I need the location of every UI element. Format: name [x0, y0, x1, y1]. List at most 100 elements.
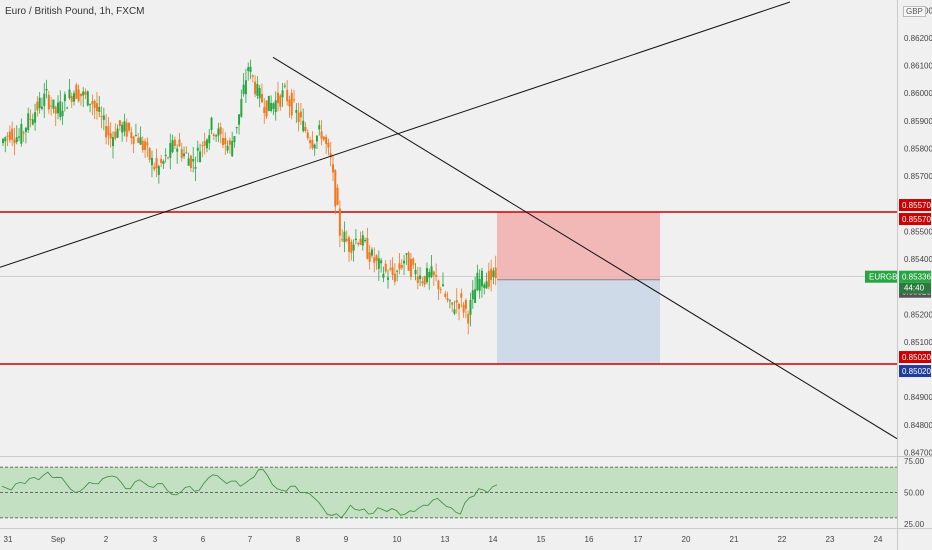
candle-body: [430, 266, 433, 277]
candle-body: [322, 136, 325, 140]
candle-body: [263, 107, 266, 113]
candle-body: [226, 145, 229, 151]
candle-body: [79, 93, 82, 97]
candle-body: [357, 242, 360, 245]
candle-body: [396, 270, 399, 272]
take-profit-zone: [497, 279, 660, 365]
candle-body: [100, 116, 103, 118]
candle-body: [31, 119, 34, 125]
candle-body: [45, 88, 48, 91]
x-tick-label: 9: [344, 535, 349, 544]
candle-body: [409, 258, 412, 277]
x-tick-label: 14: [489, 535, 498, 544]
candle-body: [458, 303, 461, 309]
candle-body: [235, 127, 238, 129]
y-tick-label: 0.85900: [904, 117, 932, 126]
candle-body: [150, 157, 153, 166]
candle-body: [153, 166, 156, 170]
y-tick-label: 0.84900: [904, 393, 932, 402]
price-label-badge: [899, 213, 931, 226]
candle-body: [483, 284, 486, 289]
candle-body: [302, 120, 305, 132]
candle-body: [446, 298, 449, 301]
x-tick-label: 6: [201, 535, 206, 544]
candle-body: [247, 67, 250, 71]
candle-body: [425, 268, 428, 283]
candle-body: [490, 268, 493, 281]
candle-body: [453, 309, 456, 314]
candle-body: [313, 144, 316, 149]
candle-body: [487, 270, 490, 287]
candle-body: [224, 137, 227, 145]
candle-body: [242, 84, 245, 94]
candle-body: [61, 110, 64, 117]
candle-body: [38, 97, 41, 109]
candle-body: [306, 132, 309, 139]
y-tick-label: 0.85400: [904, 255, 932, 264]
candle-body: [476, 272, 479, 291]
price-label-badge: [899, 365, 931, 378]
candle-body: [118, 120, 121, 127]
candle-body: [84, 91, 87, 95]
candle-body: [20, 123, 23, 144]
candle-body: [34, 112, 37, 123]
candle-body: [36, 101, 39, 111]
candle-body: [304, 126, 307, 131]
currency-badge[interactable]: GBP: [903, 6, 926, 17]
y-tick-label: 0.84700: [904, 448, 932, 457]
candle-body: [93, 100, 96, 108]
candle-body: [178, 139, 181, 147]
candle-body: [428, 271, 431, 278]
candle-body: [89, 103, 92, 105]
candle-body: [222, 138, 224, 145]
candle-body: [267, 95, 270, 111]
candle-body: [121, 124, 124, 133]
candle-body: [377, 258, 380, 269]
y-tick-label: 0.85200: [904, 310, 932, 319]
symbol-label-text: EURGBP: [869, 273, 903, 282]
candle-body: [203, 141, 206, 146]
candle-body: [169, 143, 172, 158]
price-label-text: 0.85020: [902, 367, 931, 376]
candle-body: [359, 238, 362, 245]
candle-body: [244, 80, 247, 95]
candle-body: [95, 103, 98, 112]
candle-body: [416, 276, 419, 283]
candle-body: [382, 273, 385, 278]
candle-body: [398, 263, 401, 270]
candle-body: [130, 132, 133, 139]
candle-body: [86, 91, 89, 106]
candle-body: [176, 148, 179, 152]
candle-body: [98, 106, 101, 112]
candle-body: [290, 92, 293, 116]
candle-body: [43, 93, 46, 106]
countdown-badge: [899, 282, 931, 294]
candle-body: [254, 81, 257, 95]
trendline[interactable]: [0, 1, 791, 268]
rsi-tick-label: 75.00: [904, 457, 925, 466]
price-label-text: 0.85020: [902, 353, 931, 362]
x-tick-label: 3: [153, 535, 158, 544]
candle-body: [370, 249, 373, 256]
x-tick-label: Sep: [51, 535, 66, 544]
candle-body: [59, 101, 62, 118]
candle-body: [380, 260, 383, 264]
candle-body: [474, 289, 477, 303]
candle-body: [368, 252, 371, 262]
candle-body: [212, 134, 215, 137]
y-tick-label: 0.84800: [904, 421, 932, 430]
candle-body: [183, 153, 186, 157]
y-tick-label: 0.85500: [904, 227, 932, 236]
candle-body: [389, 268, 392, 270]
price-label-badge: [899, 199, 931, 212]
candle-body: [240, 98, 243, 117]
candle-body: [455, 300, 458, 303]
y-tick-label: 0.85800: [904, 144, 932, 153]
candle-body: [373, 257, 376, 263]
candle-body: [116, 128, 119, 138]
x-tick-label: 10: [393, 535, 402, 544]
candle-body: [462, 304, 465, 313]
candle-body: [194, 167, 197, 169]
trendline[interactable]: [272, 56, 898, 440]
